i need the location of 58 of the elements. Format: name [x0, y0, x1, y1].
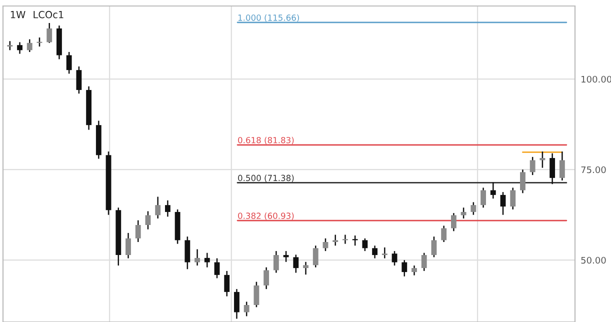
- candlestick: [460, 206, 466, 220]
- candlestick: [450, 212, 456, 232]
- candlestick: [7, 40, 13, 51]
- candlestick: [490, 182, 496, 200]
- candlestick: [431, 236, 437, 258]
- annotation: 1W: [10, 11, 26, 18]
- candlestick: [402, 259, 408, 278]
- candlestick: [392, 250, 398, 266]
- candlestick: [145, 210, 151, 230]
- candlestick: [550, 152, 556, 185]
- candlestick: [441, 225, 447, 243]
- candlestick: [264, 266, 270, 290]
- candlestick: [234, 288, 240, 320]
- candlestick: [412, 264, 417, 276]
- candlestick: [303, 261, 308, 276]
- candlestick: [470, 202, 476, 216]
- y-tick-label: 75.00: [581, 166, 606, 174]
- candlestick: [283, 250, 289, 263]
- candlestick: [421, 252, 427, 272]
- candlestick: [184, 236, 190, 270]
- candlestick: [382, 246, 388, 259]
- candlestick: [254, 281, 260, 308]
- candlestick: [17, 42, 22, 54]
- candlestick: [293, 254, 299, 274]
- candlestick: [244, 301, 250, 317]
- candlestick: [352, 234, 358, 246]
- candlestick: [135, 220, 141, 243]
- candlestick: [342, 234, 348, 244]
- candlestick: [540, 150, 546, 168]
- candlestick: [362, 238, 368, 252]
- candlestick: [164, 200, 170, 218]
- candlestick: [126, 232, 131, 259]
- candlestick: [312, 245, 318, 268]
- candlestick: [322, 238, 328, 252]
- annotation: LCOc1: [34, 10, 64, 18]
- candlestick: [194, 248, 200, 266]
- candlestick: [66, 51, 72, 74]
- candlestick: [224, 270, 230, 297]
- candlestick: [510, 187, 516, 210]
- ref-line-label: 0.382 (60.93): [238, 212, 294, 220]
- candlestick: [46, 22, 52, 44]
- candlestick: [520, 168, 526, 194]
- ref-line-label: 1.000 (115.66): [238, 14, 299, 22]
- candlestick: [500, 191, 506, 216]
- candlestick: [26, 38, 32, 53]
- candlestick: [204, 252, 210, 268]
- candlestick: [76, 66, 82, 94]
- candlestick: [480, 187, 486, 208]
- candlestick: [332, 234, 338, 246]
- candlestick: [155, 196, 161, 220]
- ref-line-label: 0.618 (81.83): [238, 136, 294, 144]
- candlestick: [214, 258, 220, 279]
- candlestick: [559, 150, 565, 182]
- candlestick: [372, 245, 378, 259]
- candlestick: [273, 250, 279, 274]
- candlestick: [530, 156, 536, 176]
- ref-line-label: 0.500 (71.38): [238, 174, 294, 182]
- y-tick-label: 50.00: [581, 256, 606, 264]
